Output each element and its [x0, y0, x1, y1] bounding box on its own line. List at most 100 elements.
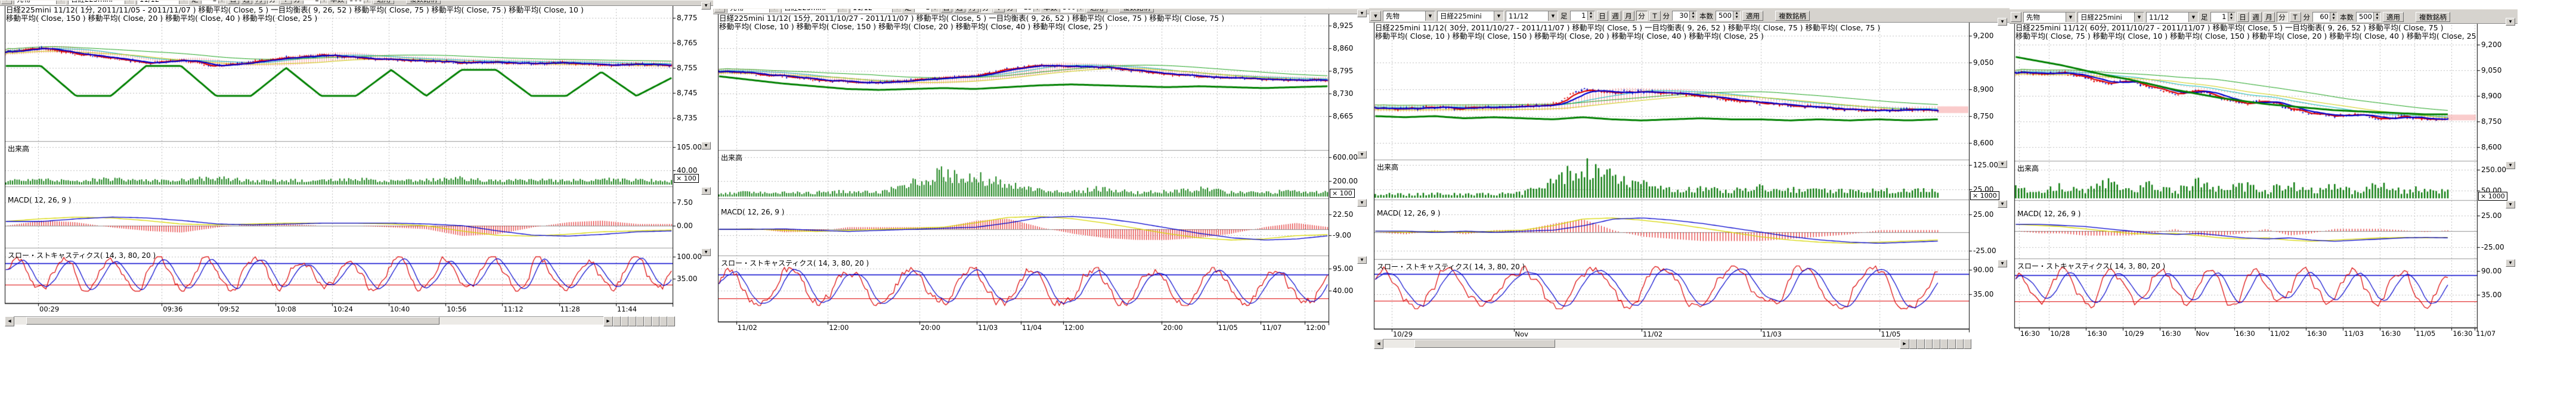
- product-select[interactable]: 先物 ▼: [2023, 11, 2076, 23]
- scroll-mini-button[interactable]: [1964, 339, 1971, 349]
- apply-button[interactable]: 適用: [373, 1, 394, 4]
- chart-canvas[interactable]: [0, 0, 713, 326]
- period-button-month[interactable]: 月: [1623, 11, 1634, 21]
- collapse-panel-button[interactable]: ▼: [701, 142, 711, 149]
- period-button-week[interactable]: 週: [240, 1, 252, 4]
- symbol-select[interactable]: 日経225mini ▼: [2077, 11, 2144, 23]
- scroll-mini-button[interactable]: [1933, 339, 1940, 349]
- bar-count-spinner[interactable]: 500 ▲▼: [1060, 9, 1085, 13]
- bar-interval-spinner[interactable]: 1 ▲▼: [1569, 11, 1595, 21]
- spinner-arrows-icon[interactable]: ▲▼: [320, 1, 327, 4]
- scroll-mini-button[interactable]: [613, 316, 621, 326]
- spinner-arrows-icon[interactable]: ▲▼: [1587, 11, 1594, 20]
- bar-count-spinner[interactable]: 500 ▲▼: [1716, 11, 1741, 21]
- scrollbar-thumb[interactable]: [26, 317, 440, 325]
- scroll-mini-button[interactable]: [667, 316, 675, 326]
- period-button-month[interactable]: 月: [253, 1, 265, 4]
- period-button-week[interactable]: 週: [1609, 11, 1621, 21]
- apply-button[interactable]: 適用: [1086, 9, 1107, 13]
- period-button-tick[interactable]: T: [993, 9, 1005, 13]
- horizontal-scrollbar[interactable]: ◀ ▶: [5, 316, 675, 326]
- spinner-arrows-icon[interactable]: ▲▼: [2227, 13, 2235, 21]
- chart-canvas[interactable]: [2010, 0, 2518, 341]
- period-button-day[interactable]: 日: [940, 9, 952, 13]
- apply-button[interactable]: 適用: [1742, 11, 1763, 21]
- period-button-day[interactable]: 日: [227, 1, 239, 4]
- scroll-mini-button[interactable]: [1948, 339, 1956, 349]
- bar-interval-spinner[interactable]: 1 ▲▼: [914, 9, 939, 13]
- collapse-panel-button[interactable]: ▼: [1357, 10, 1367, 17]
- multi-symbol-button[interactable]: 複数銘柄: [406, 1, 441, 4]
- scroll-mini-button[interactable]: [1925, 339, 1933, 349]
- collapse-panel-button[interactable]: ▼: [2506, 259, 2515, 267]
- scroll-right-button[interactable]: ▶: [1900, 339, 1909, 349]
- collapse-panel-button[interactable]: ▼: [701, 248, 711, 256]
- collapse-panel-button[interactable]: ▼: [1357, 199, 1367, 207]
- collapse-panel-button[interactable]: ▼: [1357, 256, 1367, 264]
- period-button-minute[interactable]: 分: [980, 9, 992, 13]
- scroll-mini-button[interactable]: [652, 316, 660, 326]
- spinner-arrows-icon[interactable]: ▲▼: [1033, 9, 1041, 12]
- scroll-mini-button[interactable]: [1917, 339, 1925, 349]
- apply-button[interactable]: 適用: [2383, 12, 2404, 22]
- contract-select[interactable]: 11/12 ▼: [850, 9, 902, 13]
- window-menu-button[interactable]: ▼: [1370, 11, 1381, 21]
- collapse-panel-button[interactable]: ▼: [2506, 18, 2515, 26]
- spinner-arrows-icon[interactable]: ▲▼: [2330, 13, 2337, 21]
- period-button-minute[interactable]: 分: [1636, 11, 1648, 21]
- bar-count-spinner[interactable]: 500 ▲▼: [346, 1, 371, 4]
- window-menu-button[interactable]: ▼: [2011, 12, 2021, 22]
- product-select[interactable]: 先物 ▼: [14, 1, 66, 5]
- product-select[interactable]: 先物 ▼: [727, 9, 779, 13]
- scroll-mini-button[interactable]: [1956, 339, 1964, 349]
- collapse-panel-button[interactable]: ▼: [1357, 151, 1367, 158]
- scroll-mini-button[interactable]: [644, 316, 652, 326]
- scroll-mini-button[interactable]: [621, 316, 628, 326]
- collapse-panel-button[interactable]: ▼: [2506, 161, 2515, 169]
- period-button-tick[interactable]: T: [1649, 11, 1661, 21]
- period-button-tick[interactable]: T: [280, 1, 292, 4]
- spinner-arrows-icon[interactable]: ▲▼: [218, 1, 225, 4]
- scroll-left-button[interactable]: ◀: [1374, 339, 1383, 349]
- scroll-mini-button[interactable]: [1909, 339, 1917, 349]
- bar-interval-spinner[interactable]: 1 ▲▼: [200, 1, 226, 4]
- period-button-tick[interactable]: T: [2289, 12, 2301, 22]
- period-button-week[interactable]: 週: [953, 9, 965, 13]
- contract-select[interactable]: 11/12 ▼: [2146, 11, 2199, 23]
- minutes-spinner[interactable]: 60 ▲ ▼: [2312, 12, 2337, 22]
- spinner-arrows-icon[interactable]: ▲▼: [1733, 11, 1740, 20]
- scrollbar-thumb[interactable]: [1414, 339, 1555, 348]
- scroll-left-button[interactable]: ◀: [5, 316, 14, 326]
- period-button-minute[interactable]: 分: [267, 1, 278, 4]
- scroll-mini-button[interactable]: [636, 316, 644, 326]
- period-button-day[interactable]: 日: [2237, 12, 2249, 22]
- period-button-minute[interactable]: 分: [2276, 12, 2288, 22]
- collapse-panel-button[interactable]: ▼: [1998, 260, 2007, 267]
- period-button-day[interactable]: 日: [1596, 11, 1608, 21]
- spinner-arrows-icon[interactable]: ▲▼: [2373, 13, 2380, 21]
- period-button-month[interactable]: 月: [967, 9, 979, 13]
- horizontal-scrollbar[interactable]: ◀ ▶: [1374, 339, 1971, 349]
- chart-canvas[interactable]: [713, 0, 1369, 334]
- scrollbar-track[interactable]: [1383, 339, 1900, 348]
- spinner-arrows-icon[interactable]: ▲▼: [364, 1, 371, 4]
- scrollbar-track[interactable]: [14, 316, 603, 325]
- contract-select[interactable]: 11/12 ▼: [137, 1, 189, 5]
- bar-interval-spinner[interactable]: 1 ▲▼: [2210, 12, 2236, 22]
- multi-symbol-button[interactable]: 複数銘柄: [2416, 12, 2450, 22]
- product-select[interactable]: 先物 ▼: [1383, 10, 1435, 21]
- minutes-spinner[interactable]: 15 ▲▼: [1016, 9, 1041, 13]
- minutes-spinner[interactable]: 1 ▲▼: [303, 1, 328, 4]
- scroll-mini-button[interactable]: [1940, 339, 1948, 349]
- window-menu-button[interactable]: ▼: [1, 1, 12, 4]
- window-menu-button[interactable]: ▼: [714, 9, 725, 13]
- spinner-arrows-icon[interactable]: ▲▼: [931, 9, 939, 12]
- spinner-arrows-icon[interactable]: ▲▼: [1077, 9, 1084, 12]
- multi-symbol-button[interactable]: 複数銘柄: [1119, 9, 1154, 13]
- chart-canvas[interactable]: [1369, 0, 2010, 350]
- symbol-select[interactable]: 日経225mini ▼: [68, 1, 135, 5]
- symbol-select[interactable]: 日経225mini ▼: [781, 9, 848, 13]
- collapse-panel-button[interactable]: ▼: [1998, 200, 2007, 208]
- minutes-spinner[interactable]: 30 ▲ ▼: [1672, 11, 1697, 21]
- scroll-mini-button[interactable]: [660, 316, 667, 326]
